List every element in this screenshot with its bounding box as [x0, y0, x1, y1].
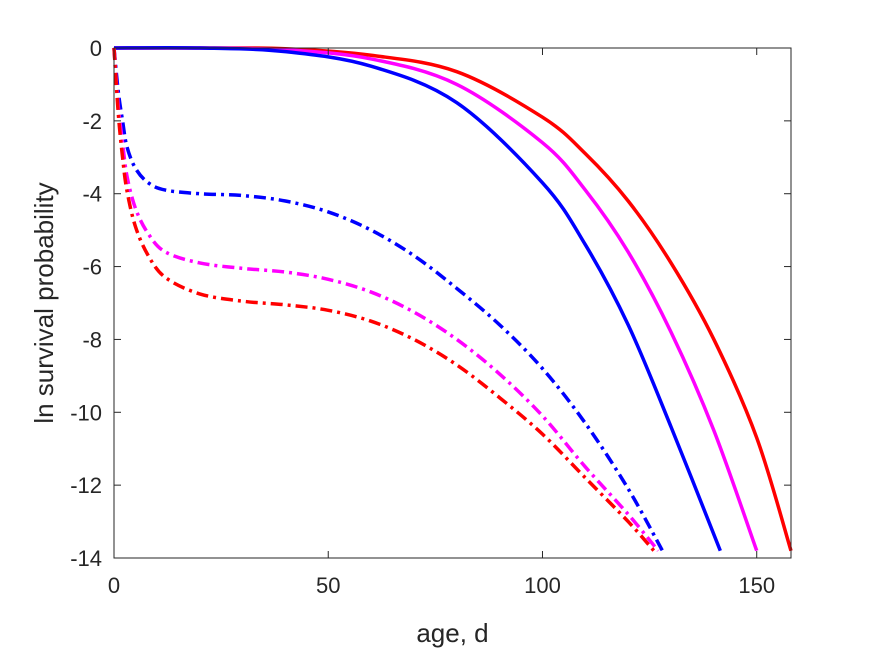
y-tick-label: -4: [82, 182, 102, 207]
axes-box: [113, 47, 792, 559]
x-axis-label: age, d: [416, 618, 488, 648]
y-tick-label: -6: [82, 255, 102, 280]
x-axis: 0 50 100 150: [108, 48, 775, 598]
y-tick-label: -2: [82, 109, 102, 134]
y-tick-label: -14: [70, 546, 102, 571]
y-tick-label: -12: [70, 473, 102, 498]
series-line-5: [112, 47, 660, 552]
y-tick-label: -10: [70, 400, 102, 425]
series-line-6: [112, 47, 656, 552]
x-tick-label: 100: [524, 573, 561, 598]
y-tick-label: -8: [82, 327, 102, 352]
x-tick-label: 50: [316, 573, 340, 598]
plot-area: [112, 45, 793, 552]
y-axis: 0 -2 -4 -6 -8 -10 -12 -14: [70, 36, 791, 571]
series-line-2: [113, 46, 759, 552]
series-line-4: [112, 47, 664, 552]
x-tick-label: 150: [738, 573, 775, 598]
series-line-3: [113, 45, 722, 552]
y-axis-label: ln survival probability: [29, 182, 59, 423]
y-tick-label: 0: [90, 36, 102, 61]
x-tick-label: 0: [108, 573, 120, 598]
